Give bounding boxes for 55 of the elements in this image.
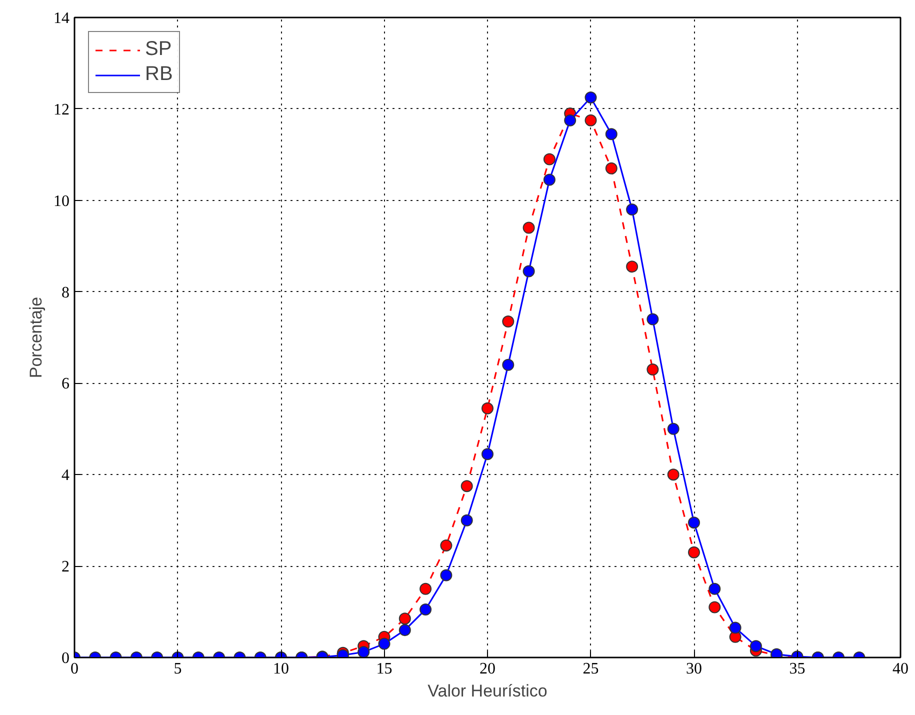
y-tick-label: 10 <box>54 192 70 210</box>
point <box>688 516 700 529</box>
point <box>667 468 680 481</box>
x-tick-label: 10 <box>273 660 289 678</box>
point <box>502 358 514 371</box>
point <box>646 364 659 376</box>
legend-label: SP <box>145 38 172 61</box>
point <box>358 646 370 658</box>
point <box>440 569 452 582</box>
point <box>646 313 659 326</box>
point <box>605 128 618 140</box>
point <box>502 316 514 328</box>
point <box>543 153 556 166</box>
point <box>460 514 473 526</box>
point <box>584 92 597 104</box>
x-tick-label: 15 <box>376 660 392 678</box>
x-axis-title: Valor Heurístico <box>428 682 548 700</box>
point <box>398 612 411 625</box>
y-tick-label: 2 <box>62 558 70 576</box>
point <box>460 480 473 492</box>
point <box>378 638 390 650</box>
point <box>522 222 535 234</box>
point <box>543 174 556 186</box>
point <box>708 582 721 595</box>
y-tick-label: 12 <box>54 101 70 118</box>
x-tick-label: 20 <box>480 660 496 678</box>
point <box>482 448 494 460</box>
x-tick-label: 35 <box>789 660 806 678</box>
point <box>626 260 638 273</box>
y-tick-label: 4 <box>62 467 70 484</box>
point <box>584 114 597 126</box>
y-axis-title: Porcentaje <box>26 296 46 378</box>
point <box>708 601 721 614</box>
point <box>522 265 535 278</box>
point <box>626 204 638 216</box>
x-tick-label: 5 <box>174 660 182 678</box>
point <box>398 624 411 636</box>
y-tick-label: 14 <box>54 10 70 27</box>
y-tick-label: 0 <box>62 650 70 667</box>
y-tick-label: 8 <box>62 284 70 302</box>
point <box>564 114 576 126</box>
point <box>440 540 452 552</box>
point <box>605 162 618 174</box>
y-tick-label: 6 <box>62 376 70 393</box>
point <box>420 582 432 595</box>
x-tick-label: 25 <box>582 660 599 678</box>
legend-label: RB <box>145 63 173 86</box>
x-tick-label: 30 <box>686 660 702 678</box>
point <box>729 622 742 634</box>
x-tick-label: 40 <box>892 660 908 678</box>
point <box>688 546 700 558</box>
point <box>750 640 762 652</box>
point <box>420 604 432 616</box>
point <box>667 422 680 435</box>
point <box>482 402 494 414</box>
